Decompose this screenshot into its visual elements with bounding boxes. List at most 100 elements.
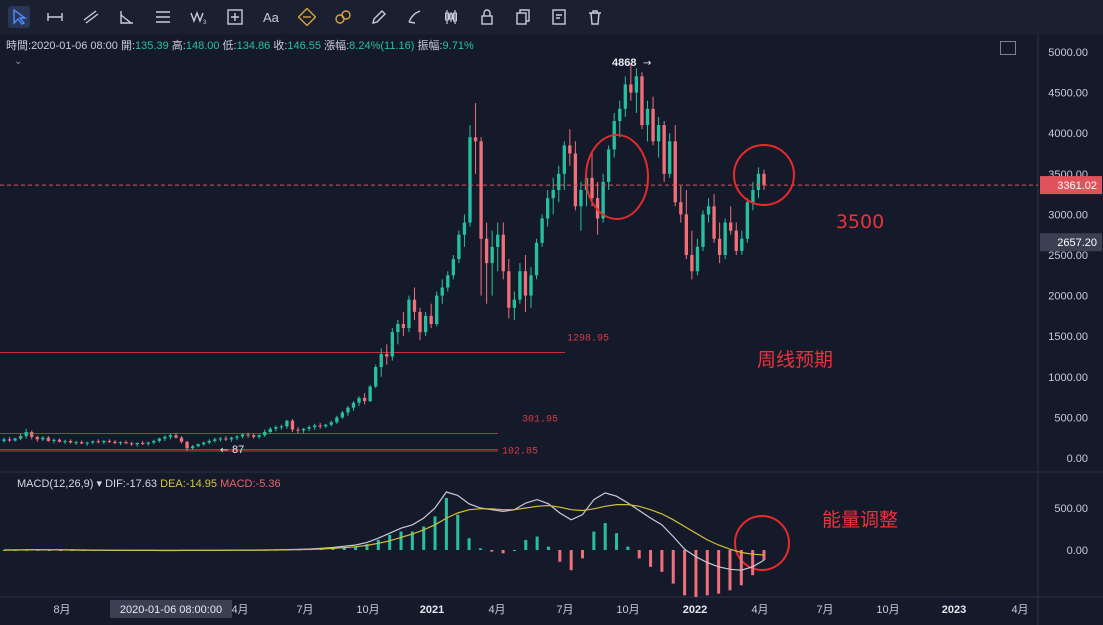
candle-body bbox=[385, 354, 389, 357]
highlight-circle bbox=[733, 144, 795, 206]
low-annotation: 87 bbox=[232, 444, 244, 456]
lock-icon[interactable] bbox=[476, 6, 498, 28]
macd-histogram-bar bbox=[388, 534, 392, 550]
candle-body bbox=[340, 412, 345, 418]
candle-body bbox=[335, 417, 339, 423]
candles-icon[interactable] bbox=[440, 6, 462, 28]
high-label: 高: bbox=[171, 40, 186, 52]
macd-histogram-bar bbox=[342, 547, 346, 550]
price-tick-label: 4500.00 bbox=[1048, 88, 1088, 100]
chevron-down-icon[interactable]: ▾ bbox=[96, 478, 103, 490]
candle-body bbox=[357, 397, 361, 403]
candle-body bbox=[490, 246, 494, 264]
amplitude-value: 9.71% bbox=[442, 40, 474, 52]
crosshair-price-label: 2657.20 bbox=[1057, 237, 1097, 249]
candle-body bbox=[2, 439, 6, 441]
candle-body bbox=[457, 234, 461, 260]
trend-lines-icon[interactable] bbox=[80, 6, 102, 28]
candle-body bbox=[418, 311, 422, 333]
macd-histogram-bar bbox=[615, 533, 619, 550]
candle-body bbox=[579, 190, 583, 207]
candle-body bbox=[74, 442, 78, 444]
candle-body bbox=[717, 238, 722, 255]
price-tick-label: 4000.00 bbox=[1048, 128, 1088, 140]
candle-body bbox=[368, 386, 372, 402]
macd-histogram-bar bbox=[705, 550, 709, 596]
low-value: 134.86 bbox=[236, 40, 271, 52]
support-level-label: 1298.95 bbox=[567, 334, 609, 345]
high-annotation: 4868 bbox=[612, 57, 636, 69]
macd-histogram-bar bbox=[456, 514, 460, 550]
macd-histogram-bar bbox=[47, 550, 51, 551]
copy-icon[interactable] bbox=[512, 6, 534, 28]
candle-body bbox=[507, 271, 511, 308]
macd-histogram-bar bbox=[660, 550, 664, 572]
candle-body bbox=[723, 222, 727, 255]
candle-body bbox=[379, 354, 383, 368]
candle-body bbox=[451, 259, 456, 276]
macd-histogram-bar bbox=[694, 550, 698, 598]
candle-body bbox=[440, 287, 444, 296]
candle-body bbox=[52, 439, 56, 441]
candle-body bbox=[174, 435, 178, 438]
support-level-label: 301.95 bbox=[522, 414, 558, 425]
macd-histogram-bar bbox=[751, 550, 755, 576]
svg-text:Aa: Aa bbox=[263, 10, 280, 25]
candle-body bbox=[362, 397, 367, 402]
candle-body bbox=[374, 367, 378, 387]
candle-body bbox=[545, 198, 550, 219]
time-tick-label: 10月 bbox=[876, 604, 899, 616]
crosshair-box-icon[interactable] bbox=[224, 6, 246, 28]
wave-icon[interactable]: 3 bbox=[188, 6, 210, 28]
macd-histogram-bar bbox=[626, 546, 630, 550]
candle-body bbox=[673, 141, 677, 203]
angle-icon[interactable] bbox=[116, 6, 138, 28]
macd-name[interactable]: MACD(12,26,9) bbox=[17, 478, 94, 490]
candle-body bbox=[473, 137, 478, 142]
candle-body bbox=[102, 440, 106, 443]
macd-histogram-bar bbox=[558, 550, 562, 562]
ruler-icon[interactable] bbox=[296, 6, 318, 28]
candle-body bbox=[268, 428, 272, 433]
time-tick-label: 7月 bbox=[556, 604, 573, 616]
candle-body bbox=[551, 190, 555, 199]
time-value: 2020-01-06 08:00 bbox=[31, 40, 118, 52]
candle-body bbox=[18, 436, 23, 439]
trash-icon[interactable] bbox=[584, 6, 606, 28]
candle-body bbox=[213, 439, 217, 441]
macd-histogram-bar bbox=[728, 550, 732, 591]
candle-body bbox=[745, 202, 750, 239]
text-icon[interactable]: Aa bbox=[260, 6, 282, 28]
crosshair-time-label: 2020-01-06 08:00:00 bbox=[120, 604, 222, 616]
macd-histogram-bar bbox=[331, 548, 335, 550]
candle-body bbox=[296, 429, 300, 431]
horizontal-line-icon[interactable] bbox=[44, 6, 66, 28]
candle-body bbox=[129, 443, 134, 445]
channel-icon[interactable] bbox=[152, 6, 174, 28]
cursor-icon[interactable] bbox=[8, 6, 30, 28]
candle-body bbox=[412, 299, 417, 312]
dea-label: DEA: bbox=[160, 478, 186, 490]
candle-body bbox=[756, 173, 761, 191]
candle-body bbox=[484, 238, 489, 264]
candle-body bbox=[601, 181, 605, 219]
macd-histogram-bar bbox=[592, 531, 596, 550]
chevron-down-icon[interactable]: ⌄ bbox=[14, 56, 23, 67]
candle-body bbox=[429, 315, 433, 325]
pencil-icon[interactable] bbox=[368, 6, 390, 28]
macd-histogram-bar bbox=[410, 531, 414, 550]
fullscreen-icon[interactable] bbox=[1000, 41, 1016, 55]
candle-body bbox=[623, 84, 627, 109]
close-value: 146.55 bbox=[287, 40, 322, 52]
candle-body bbox=[224, 438, 228, 440]
chart-annotation: 周线预期 bbox=[757, 349, 833, 371]
link-icon[interactable] bbox=[332, 6, 354, 28]
candle-body bbox=[91, 441, 95, 443]
candle-body bbox=[618, 108, 622, 122]
candle-body bbox=[656, 125, 661, 142]
candle-body bbox=[734, 230, 738, 251]
dif-label: DIF: bbox=[105, 478, 126, 490]
settings-icon[interactable] bbox=[548, 6, 570, 28]
brush-icon[interactable] bbox=[404, 6, 426, 28]
